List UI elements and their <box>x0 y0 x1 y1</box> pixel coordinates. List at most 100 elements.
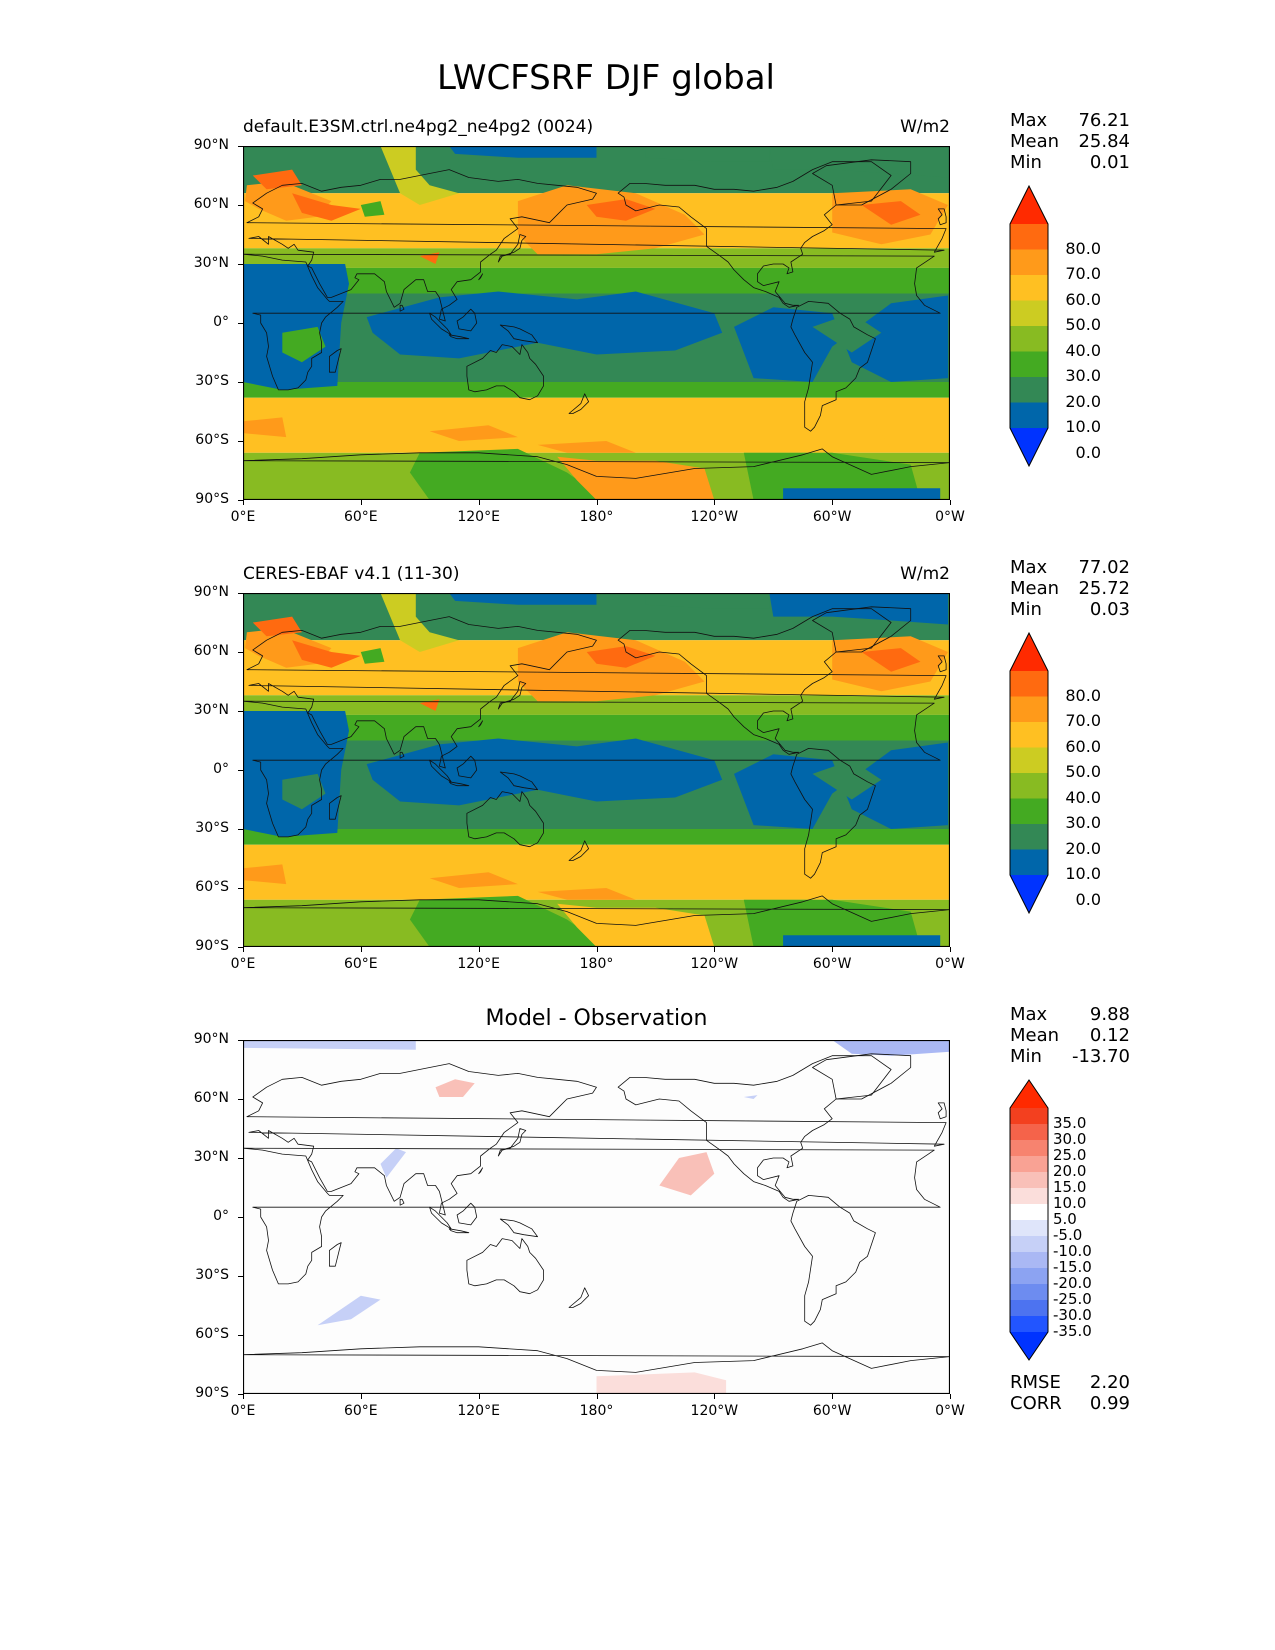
lon-tick-label: 0°E <box>230 1403 256 1419</box>
lat-tick-label: 30°N <box>193 255 229 271</box>
colorbar-label: 0.0 <box>1075 889 1101 909</box>
coastline <box>790 300 876 432</box>
lon-tick-label: 120°W <box>690 956 739 972</box>
colorbar-label: 60.0 <box>1065 736 1101 756</box>
coastline <box>812 159 912 206</box>
colorbar-label: -20.0 <box>1053 1274 1092 1292</box>
lat-tick-mark <box>238 947 243 948</box>
colorbar-segment <box>1010 402 1048 429</box>
stat-label: Max <box>1010 557 1048 578</box>
coastline <box>478 1167 484 1175</box>
coastline <box>329 795 342 820</box>
stat-label: Max <box>1010 1004 1048 1025</box>
colorbar-segment <box>1010 722 1048 748</box>
colorbar-extend-min <box>1010 1332 1048 1360</box>
lat-tick-mark <box>238 323 243 324</box>
colorbar-outline <box>1009 632 1049 914</box>
colorbar-extend-max <box>1010 1080 1048 1108</box>
coastline <box>329 348 342 373</box>
coastline <box>456 308 478 332</box>
field-region-red-orange <box>292 640 361 668</box>
lon-tick-label: 60°E <box>343 509 378 525</box>
lat-tick-mark <box>238 711 243 712</box>
difference-negative-region <box>380 1148 406 1178</box>
lat-tick-label: 90°N <box>193 584 229 600</box>
colorbar-extend-min <box>1010 875 1048 913</box>
field-region-green <box>243 829 950 845</box>
lat-tick-mark <box>238 146 243 147</box>
colorbar-segment <box>1010 1204 1048 1221</box>
stat-label: Mean <box>1010 578 1060 599</box>
stat-label: CORR <box>1010 1393 1062 1414</box>
lon-tick-mark <box>714 947 716 952</box>
field-region-olive <box>243 695 950 715</box>
colorbar-segment <box>1010 351 1048 378</box>
lat-tick-label: 30°S <box>195 1267 229 1283</box>
field-region-red-orange <box>861 648 921 672</box>
lon-tick-label: 120°E <box>457 509 500 525</box>
lat-tick-label: 60°N <box>193 643 229 659</box>
difference-positive-region <box>596 1372 727 1394</box>
coastline <box>812 1053 912 1100</box>
colorbar-segment <box>1010 326 1048 352</box>
coastline <box>456 1202 478 1226</box>
field-region-green <box>282 326 326 363</box>
colorbar-label: 10.0 <box>1065 864 1101 883</box>
field-region-blue <box>366 738 723 806</box>
map-plot <box>243 146 950 500</box>
colorbar-label: 70.0 <box>1065 711 1101 730</box>
colorbar-label: 40.0 <box>1065 787 1101 807</box>
stat-value: 2.20 <box>1089 1372 1130 1393</box>
lat-tick-label: 60°N <box>193 1090 229 1106</box>
coastline <box>399 751 405 759</box>
field-region-olive <box>243 248 950 268</box>
coastline <box>499 1218 539 1238</box>
stat-label: Mean <box>1010 1025 1060 1046</box>
lat-tick-label: 90°S <box>195 938 229 954</box>
lon-tick-mark <box>832 500 834 505</box>
coastline <box>937 1102 947 1120</box>
lat-tick-mark <box>238 1040 243 1041</box>
field-region-orange <box>537 441 636 453</box>
lat-tick-mark <box>238 593 243 594</box>
colorbar-label: 30.0 <box>1053 1130 1087 1148</box>
lon-tick-mark <box>832 947 834 952</box>
field-region-green <box>243 382 950 398</box>
lat-tick-mark <box>238 441 243 442</box>
field-region-teal <box>812 760 882 800</box>
colorbar-label: 50.0 <box>1065 762 1101 781</box>
lat-tick-label: 90°S <box>195 491 229 507</box>
colorbar-label: 10.0 <box>1065 417 1101 436</box>
colorbar-segment <box>1010 1108 1048 1125</box>
colorbar-label: 70.0 <box>1065 264 1101 283</box>
lon-tick-mark <box>243 947 244 952</box>
colorbar-segment <box>1010 1124 1048 1141</box>
coastline <box>448 781 470 787</box>
lat-tick-label: 60°S <box>195 879 229 895</box>
coastline <box>243 253 941 391</box>
lon-tick-label: 60°W <box>812 956 852 972</box>
field-region-blue <box>449 146 597 158</box>
stat-value: -13.70 <box>1071 1046 1130 1067</box>
stat-value: 77.02 <box>1078 557 1130 578</box>
coastline <box>246 169 947 322</box>
colorbar-label: 80.0 <box>1065 238 1101 258</box>
colorbar-segment <box>1010 1300 1048 1317</box>
lon-tick-mark <box>360 500 362 505</box>
coastline <box>497 234 527 263</box>
coastline <box>617 608 892 755</box>
colorbar-label: -5.0 <box>1053 1226 1083 1244</box>
coastline <box>243 700 941 838</box>
lat-tick-label: 30°N <box>193 1149 229 1165</box>
colorbar-label: 30.0 <box>1065 366 1101 385</box>
difference-negative-region <box>832 1040 950 1056</box>
lon-tick-mark <box>478 1394 480 1399</box>
colorbar-segment <box>1010 275 1048 301</box>
field-region-green <box>360 648 385 664</box>
colorbar-segment <box>1010 1140 1048 1157</box>
coastline <box>568 1287 590 1308</box>
colorbar-label: -10.0 <box>1053 1242 1092 1260</box>
lat-tick-mark <box>238 1276 243 1277</box>
lat-tick-mark <box>238 888 243 889</box>
stat-label: Min <box>1010 1046 1042 1067</box>
